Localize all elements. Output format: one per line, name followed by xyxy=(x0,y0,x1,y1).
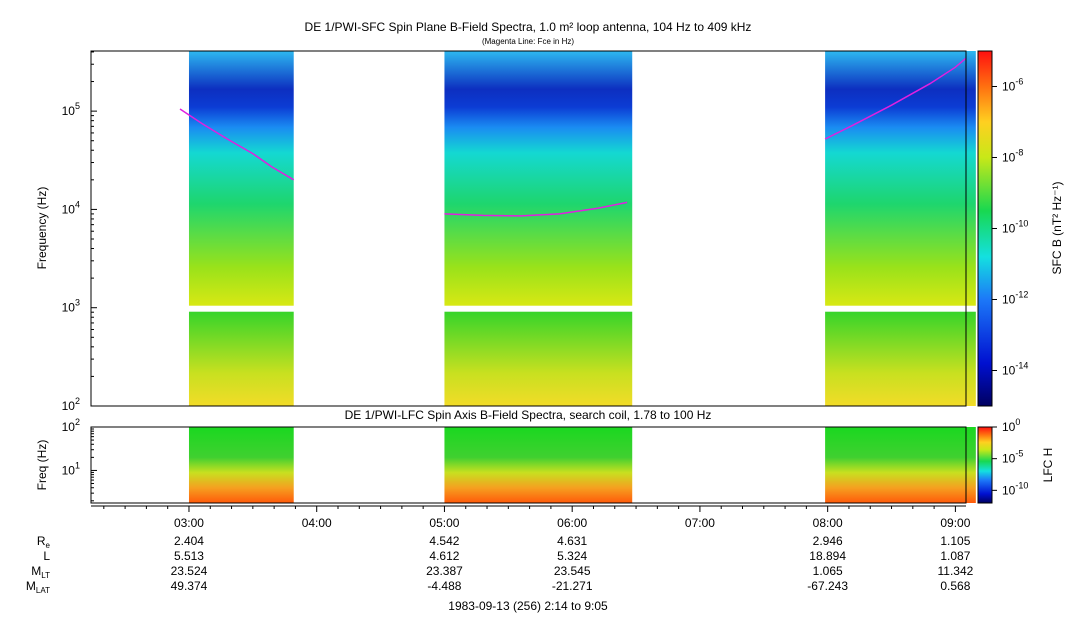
ephemeris-label-1: L xyxy=(43,549,50,563)
ephemeris-label-0: Re xyxy=(37,534,51,550)
sfc-hf-block-0 xyxy=(188,51,294,306)
sfc-colorbar-tick-label-2: 10-10 xyxy=(1002,219,1028,236)
lfc-colorbar-label: LFC H xyxy=(1041,448,1055,483)
lfc-title: DE 1/PWI-LFC Spin Axis B-Field Spectra, … xyxy=(345,408,712,422)
sfc-colorbar-label: SFC B (nT² Hz⁻¹) xyxy=(1050,182,1064,275)
sfc-hf-block-2 xyxy=(825,51,976,306)
lfc-y-label: Freq (Hz) xyxy=(35,440,49,491)
time-tick-label-5: 08:00 xyxy=(813,516,843,530)
fce-line-2 xyxy=(824,57,966,140)
time-tick-label-4: 07:00 xyxy=(685,516,715,530)
lfc-colorbar: 100 10-5 10-10 LFC H xyxy=(977,417,1055,504)
ephemeris-value-0-4: 1.105 xyxy=(940,534,970,548)
lfc-block-0 xyxy=(188,427,294,503)
sfc-colorbar-tick-label-1: 10-8 xyxy=(1002,148,1023,165)
ephemeris-value-1-2: 5.324 xyxy=(557,549,587,563)
sfc-data-blocks xyxy=(188,51,976,406)
ephemeris-value-3-1: -4.488 xyxy=(427,579,461,593)
sfc-vlf-block-0 xyxy=(188,311,294,406)
time-range-caption: 1983-09-13 (256) 2:14 to 9:05 xyxy=(448,599,608,613)
lfc-data-blocks xyxy=(188,427,976,503)
ephemeris-value-2-4: 11.342 xyxy=(937,564,973,578)
sfc-colorbar-tick-label-0: 10-6 xyxy=(1002,77,1023,94)
ephemeris-value-3-0: 49.374 xyxy=(171,579,208,593)
lfc-plot-frame xyxy=(90,426,967,504)
ephemeris-label-3: MLAT xyxy=(26,579,50,595)
time-tick-label-2: 05:00 xyxy=(429,516,459,530)
sfc-y-label: Frequency (Hz) xyxy=(35,187,49,270)
sfc-colorbar-tick-label-4: 10-14 xyxy=(1002,361,1028,378)
sfc-y-tick-label-0: 102 xyxy=(62,396,80,413)
sfc-colorbar: 10-6 10-8 10-10 10-12 10-14 SFC B (nT² Hz⁻¹) xyxy=(977,50,1064,407)
time-tick-label-0: 03:00 xyxy=(174,516,204,530)
sfc-colorbar-tick-label-3: 10-12 xyxy=(1002,290,1028,307)
ephemeris-value-2-1: 23.387 xyxy=(426,564,463,578)
time-tick-label-6: 09:00 xyxy=(940,516,970,530)
lfc-y-axis: 101 102 xyxy=(62,417,97,502)
ephemeris-value-1-4: 1.087 xyxy=(940,549,970,563)
ephemeris-value-0-1: 4.542 xyxy=(429,534,459,548)
ephemeris-value-0-0: 2.404 xyxy=(174,534,204,548)
ephemeris-table: Re 2.404 4.542 4.631 2.946 1.105 L 5.513 4.612 5.… xyxy=(26,534,974,595)
ephemeris-value-2-0: 23.524 xyxy=(171,564,208,578)
sfc-hf-block-1 xyxy=(444,51,633,306)
ephemeris-value-3-4: 0.568 xyxy=(940,579,970,593)
ephemeris-value-3-3: -67.243 xyxy=(807,579,848,593)
lfc-y-tick-label-1: 102 xyxy=(62,417,80,434)
sfc-plot-frame xyxy=(90,50,967,407)
ephemeris-label-2: MLT xyxy=(31,564,50,580)
sfc-colorbar-ticks: 10-6 10-8 10-10 10-12 10-14 xyxy=(992,77,1028,378)
ephemeris-value-0-2: 4.631 xyxy=(557,534,587,548)
lfc-y-tick-label-0: 101 xyxy=(62,460,80,477)
lfc-colorbar-tick-label-1: 10-5 xyxy=(1002,449,1023,466)
lfc-block-1 xyxy=(444,427,633,503)
lfc-colorbar-gradient xyxy=(977,426,993,504)
sfc-vlf-block-1 xyxy=(444,311,633,406)
lfc-colorbar-ticks: 100 10-5 10-10 xyxy=(992,417,1028,497)
fce-line-0 xyxy=(179,108,295,181)
sfc-spectrogram: 102 103 104 105 Frequency (Hz) xyxy=(35,50,976,413)
ephemeris-value-2-2: 23.545 xyxy=(554,564,591,578)
chart-title: DE 1/PWI-SFC Spin Plane B-Field Spectra,… xyxy=(305,20,752,34)
lfc-colorbar-tick-label-2: 10-10 xyxy=(1002,480,1028,497)
sfc-y-tick-label-1: 103 xyxy=(62,298,80,315)
ephemeris-value-1-3: 18.894 xyxy=(809,549,846,563)
ephemeris-value-3-2: -21.271 xyxy=(552,579,593,593)
ephemeris-value-1-0: 5.513 xyxy=(174,549,204,563)
lfc-spectrogram: 101 102 Freq (Hz) xyxy=(35,417,976,504)
time-tick-label-1: 04:00 xyxy=(302,516,332,530)
lfc-block-2 xyxy=(825,427,976,503)
sfc-vlf-block-2 xyxy=(825,311,976,406)
sfc-y-tick-label-2: 104 xyxy=(62,199,80,216)
fce-line-1 xyxy=(444,201,628,217)
ephemeris-value-0-3: 2.946 xyxy=(813,534,843,548)
sfc-colorbar-gradient xyxy=(977,50,993,407)
time-axis: 03:00 04:00 05:00 06:00 07:00 08:00 09:00 xyxy=(91,505,971,530)
fce-lines xyxy=(179,57,966,217)
ephemeris-value-1-1: 4.612 xyxy=(429,549,459,563)
ephemeris-value-2-3: 1.065 xyxy=(813,564,843,578)
chart-subtitle: (Magenta Line: Fce in Hz) xyxy=(482,37,574,46)
sfc-y-tick-label-3: 105 xyxy=(62,101,80,118)
lfc-colorbar-tick-label-0: 100 xyxy=(1002,417,1020,434)
sfc-y-axis: 102 103 104 105 xyxy=(62,51,97,413)
time-tick-label-3: 06:00 xyxy=(557,516,587,530)
